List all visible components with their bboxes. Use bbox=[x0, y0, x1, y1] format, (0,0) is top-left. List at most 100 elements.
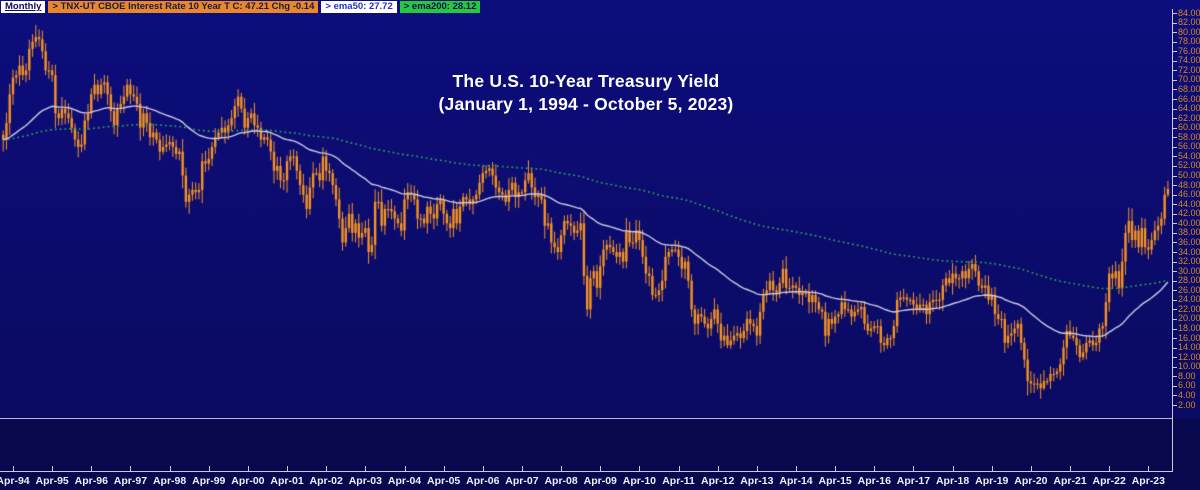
lower-panel bbox=[0, 419, 1200, 490]
y-axis-label: 58.00 bbox=[1178, 131, 1200, 142]
x-axis-tick bbox=[169, 466, 171, 471]
x-axis-label: Apr-12 bbox=[701, 475, 735, 487]
x-axis-tick bbox=[91, 466, 93, 471]
x-axis-tick bbox=[247, 466, 249, 471]
ema50-legend[interactable]: > ema50: 27.72 bbox=[321, 1, 397, 13]
y-axis-tick bbox=[1172, 137, 1177, 139]
y-axis-tick bbox=[1172, 185, 1177, 187]
x-axis-tick bbox=[287, 466, 289, 471]
y-axis-tick bbox=[1172, 261, 1177, 263]
x-axis-tick bbox=[913, 466, 915, 471]
y-axis-label: 38.00 bbox=[1178, 227, 1200, 238]
y-axis-tick bbox=[1172, 271, 1177, 273]
y-axis-label: 68.00 bbox=[1178, 83, 1200, 94]
y-axis-tick bbox=[1172, 70, 1177, 72]
y-axis-label: 36.00 bbox=[1178, 236, 1200, 247]
y-axis-tick bbox=[1172, 32, 1177, 34]
y-axis-label: 84.00 bbox=[1178, 7, 1200, 18]
y-axis-label: 52.00 bbox=[1178, 160, 1200, 171]
y-axis-tick bbox=[1172, 213, 1177, 215]
y-axis-label: 20.00 bbox=[1178, 313, 1200, 324]
y-axis-tick bbox=[1172, 232, 1177, 234]
y-axis-label: 48.00 bbox=[1178, 179, 1200, 190]
y-axis-tick bbox=[1172, 60, 1177, 62]
y-axis-label: 2.00 bbox=[1178, 399, 1196, 410]
x-axis-tick bbox=[796, 466, 797, 471]
y-axis-label: 12.00 bbox=[1178, 351, 1200, 362]
symbol-legend[interactable]: > TNX-UT CBOE Interest Rate 10 Year T C:… bbox=[48, 1, 319, 13]
plot-bottom-border bbox=[0, 418, 1172, 419]
y-axis-label: 8.00 bbox=[1178, 370, 1196, 381]
x-axis-tick bbox=[561, 466, 563, 471]
x-axis-tick bbox=[756, 466, 758, 471]
y-axis-tick bbox=[1172, 385, 1177, 387]
x-axis-label: Apr-13 bbox=[740, 475, 774, 487]
y-axis-label: 78.00 bbox=[1178, 36, 1200, 47]
y-axis-label: 42.00 bbox=[1178, 208, 1200, 219]
x-axis-label: Apr-09 bbox=[583, 475, 617, 487]
y-axis-tick bbox=[1172, 395, 1177, 397]
y-axis-tick bbox=[1172, 376, 1177, 378]
y-axis-label: 16.00 bbox=[1178, 332, 1200, 343]
y-axis-tick bbox=[1172, 194, 1177, 196]
x-axis-label: Apr-02 bbox=[309, 475, 343, 487]
x-axis-tick bbox=[521, 466, 523, 471]
timeframe-button[interactable]: Monthly bbox=[1, 1, 46, 13]
x-axis-tick bbox=[952, 466, 954, 471]
x-axis-tick bbox=[365, 466, 367, 471]
y-axis-tick bbox=[1172, 89, 1177, 91]
x-axis-label: Apr-01 bbox=[270, 475, 304, 487]
x-axis-label: Apr-22 bbox=[1092, 475, 1126, 487]
x-axis-label: Apr-97 bbox=[113, 475, 148, 487]
x-axis-tick bbox=[717, 466, 719, 471]
y-axis-label: 24.00 bbox=[1178, 294, 1200, 305]
x-axis-label: Apr-08 bbox=[544, 475, 578, 487]
y-axis-tick bbox=[1172, 242, 1177, 244]
x-axis-tick bbox=[130, 466, 132, 471]
y-axis-tick bbox=[1172, 127, 1177, 129]
x-axis-label: Apr-95 bbox=[35, 475, 69, 487]
y-axis-label: 82.00 bbox=[1178, 17, 1200, 28]
y-axis-tick bbox=[1172, 299, 1177, 301]
x-axis-label: Apr-94 bbox=[0, 475, 30, 487]
x-axis-tick bbox=[1030, 466, 1032, 471]
y-axis-label: 26.00 bbox=[1178, 284, 1200, 295]
y-axis-tick bbox=[1172, 99, 1177, 101]
y-axis-tick bbox=[1172, 22, 1177, 24]
y-axis-label: 74.00 bbox=[1178, 55, 1200, 66]
chart-title-line1: The U.S. 10-Year Treasury Yield bbox=[452, 71, 720, 91]
x-axis-tick bbox=[835, 466, 837, 471]
ema200-legend[interactable]: > ema200: 28.12 bbox=[399, 1, 481, 13]
x-axis-label: Apr-14 bbox=[779, 475, 813, 487]
x-axis-label: Apr-17 bbox=[896, 475, 931, 487]
x-axis-label: Apr-10 bbox=[622, 475, 657, 487]
x-axis-tick bbox=[326, 466, 328, 471]
y-axis-tick bbox=[1172, 318, 1177, 320]
x-axis-line bbox=[0, 471, 1173, 472]
y-axis-tick bbox=[1172, 357, 1177, 359]
y-axis-label: 44.00 bbox=[1178, 198, 1200, 209]
y-axis-label: 14.00 bbox=[1178, 342, 1200, 353]
y-axis-tick bbox=[1172, 41, 1177, 43]
y-axis-tick bbox=[1172, 118, 1177, 120]
x-axis-label: Apr-96 bbox=[74, 475, 108, 487]
header-bar: Monthly > TNX-UT CBOE Interest Rate 10 Y… bbox=[1, 1, 481, 13]
chart-title-line2: (January 1, 1994 - October 5, 2023) bbox=[438, 94, 734, 114]
y-axis-tick bbox=[1172, 328, 1177, 330]
x-axis-label: Apr-20 bbox=[1014, 475, 1048, 487]
x-axis-tick bbox=[874, 466, 876, 471]
x-axis-tick bbox=[482, 466, 484, 471]
y-axis-label: 22.00 bbox=[1178, 303, 1200, 314]
x-axis-tick bbox=[1148, 466, 1150, 471]
y-axis-label: 30.00 bbox=[1178, 265, 1200, 276]
y-axis-tick bbox=[1172, 156, 1177, 158]
x-axis-label: Apr-06 bbox=[466, 475, 500, 487]
x-axis-tick bbox=[678, 466, 680, 471]
y-axis-label: 28.00 bbox=[1178, 275, 1200, 286]
x-axis-label: Apr-21 bbox=[1053, 475, 1087, 487]
y-axis-tick bbox=[1172, 338, 1177, 340]
y-axis-label: 6.00 bbox=[1178, 380, 1196, 391]
x-axis-label: Apr-16 bbox=[857, 475, 891, 487]
